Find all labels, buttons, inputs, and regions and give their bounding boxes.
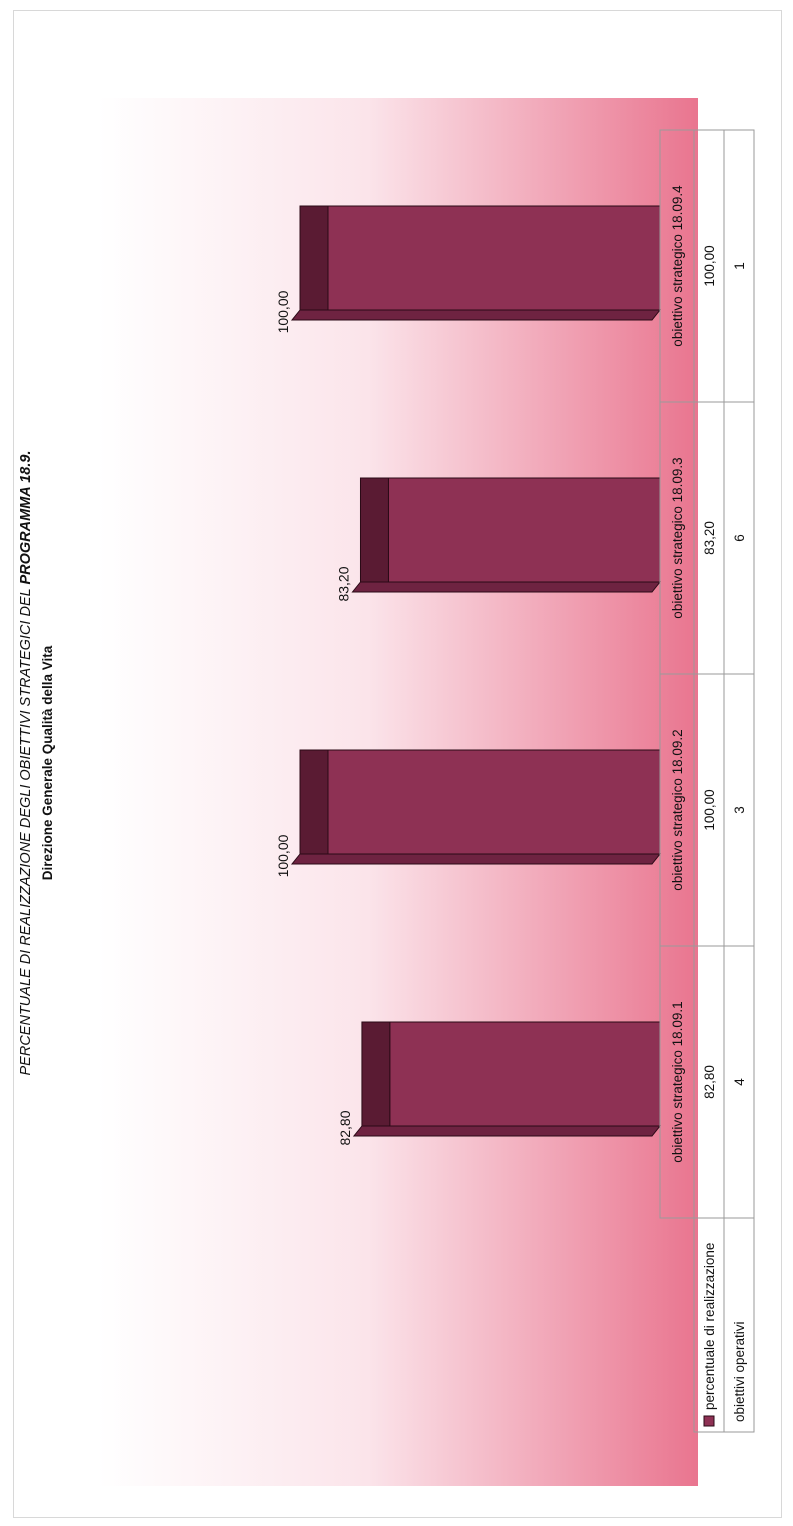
data-label-1: 82,80 (337, 1110, 353, 1145)
plot-layer: 82,80 100,00 83,20 100,00 (98, 98, 698, 1486)
table-value-2-4: 1 (732, 262, 747, 270)
page-frame (13, 10, 782, 1518)
data-table: obiettivo strategico 18.09.1 obiettivo st… (659, 129, 755, 1433)
bar-1 (389, 1021, 661, 1127)
table-header-label-2: obiettivo strategico 18.09.2 (670, 729, 685, 890)
table-value-1-2: 100,00 (702, 789, 717, 830)
table-value-1-1: 82,80 (702, 1065, 717, 1099)
data-label-3: 83,20 (335, 566, 351, 601)
table-value-2-1: 4 (732, 1078, 747, 1086)
table-value-2-2: 3 (732, 806, 747, 814)
bar-side-4 (290, 309, 662, 321)
bar-side-3 (351, 581, 662, 593)
table-value-1-4: 100,00 (702, 245, 717, 286)
table-header-label-3: obiettivo strategico 18.09.3 (670, 457, 685, 618)
bar-side-1 (352, 1125, 662, 1137)
bar-4 (327, 205, 661, 311)
table-value-2-3: 6 (732, 534, 747, 542)
bar-top-4 (299, 205, 329, 311)
bar-side-2 (290, 853, 662, 865)
bar-3 (387, 477, 661, 583)
bar-2 (327, 749, 661, 855)
data-label-2: 100,00 (275, 834, 291, 877)
bar-top-2 (299, 749, 329, 855)
table-row-name-2: obiettivi operativi (732, 1321, 747, 1422)
table-header-label-4: obiettivo strategico 18.09.4 (670, 185, 685, 347)
table-cell-2-4 (723, 129, 755, 403)
bar-top-3 (359, 477, 389, 583)
data-label-4: 100,00 (275, 290, 291, 333)
table-row-name-1: percentuale di realizzazione (702, 1243, 717, 1410)
table-value-1-3: 83,20 (702, 521, 717, 555)
table-header-label-1: obiettivo strategico 18.09.1 (670, 1001, 685, 1162)
bar-top-1 (361, 1021, 391, 1127)
legend-swatch (703, 1415, 715, 1427)
